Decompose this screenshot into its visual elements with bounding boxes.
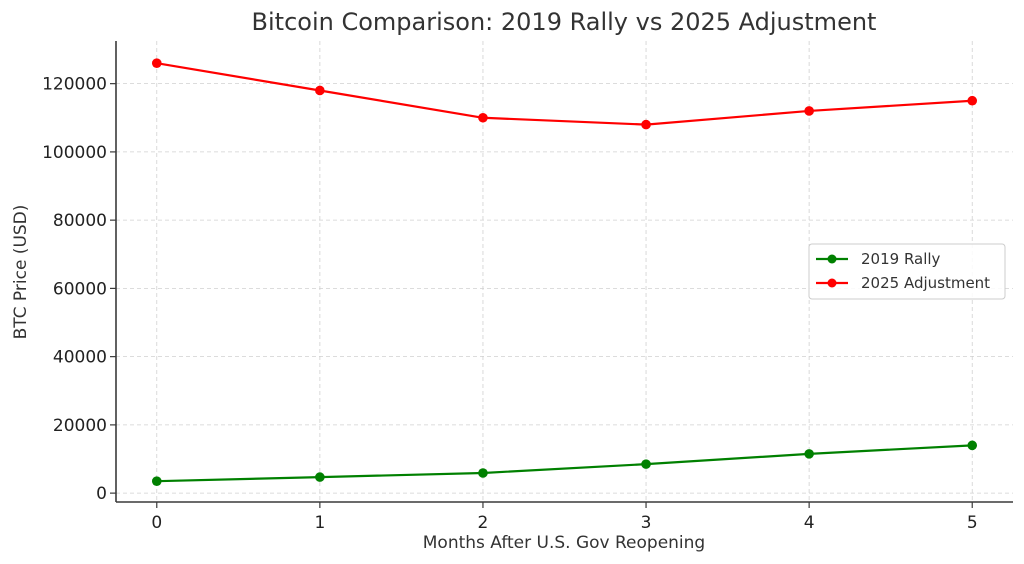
grid xyxy=(116,41,1013,502)
legend-marker xyxy=(827,278,837,288)
legend-label: 2019 Rally xyxy=(861,250,941,268)
series-2025-adjustment xyxy=(151,58,978,130)
legend-item: 2019 Rally xyxy=(816,250,941,268)
data-point xyxy=(151,476,162,486)
x-tick-label: 1 xyxy=(314,513,325,533)
chart-title: Bitcoin Comparison: 2019 Rally vs 2025 A… xyxy=(252,8,877,36)
legend: 2019 Rally 2025 Adjustment xyxy=(808,243,1006,300)
data-point xyxy=(967,440,978,451)
data-point xyxy=(641,119,651,130)
x-axis-label: Months After U.S. Gov Reopening xyxy=(423,533,705,553)
data-point xyxy=(804,449,814,459)
x-tick-label: 5 xyxy=(967,513,978,533)
data-point xyxy=(478,112,488,123)
y-tick-label: 20000 xyxy=(53,416,107,436)
series-layer xyxy=(151,58,978,486)
x-tick-label: 0 xyxy=(151,513,162,533)
series-2019-rally xyxy=(151,440,978,486)
legend-marker xyxy=(827,254,837,264)
legend-item: 2025 Adjustment xyxy=(816,274,990,292)
legend-box xyxy=(808,243,1006,300)
ticks: 0 20000 40000 60000 80000 100000 120000 0 1 2 3 4 5 xyxy=(42,75,978,533)
y-tick-label: 100000 xyxy=(42,143,107,163)
data-point xyxy=(151,58,162,68)
series-line xyxy=(156,444,973,483)
data-point xyxy=(315,85,325,96)
x-tick-label: 3 xyxy=(641,513,652,533)
data-point xyxy=(967,95,978,106)
series-line xyxy=(156,62,973,126)
y-tick-label: 40000 xyxy=(53,348,107,368)
data-point xyxy=(641,459,651,469)
legend-label: 2025 Adjustment xyxy=(861,274,990,292)
x-tick-label: 4 xyxy=(804,513,815,533)
y-axis-label: BTC Price (USD) xyxy=(11,205,31,340)
y-tick-label: 80000 xyxy=(53,211,107,231)
y-tick-label: 0 xyxy=(96,484,107,504)
y-tick-label: 120000 xyxy=(42,75,107,95)
x-tick-label: 2 xyxy=(478,513,489,533)
data-point xyxy=(478,468,488,478)
data-point xyxy=(804,106,814,116)
y-tick-label: 60000 xyxy=(53,279,107,299)
data-point xyxy=(315,472,325,482)
